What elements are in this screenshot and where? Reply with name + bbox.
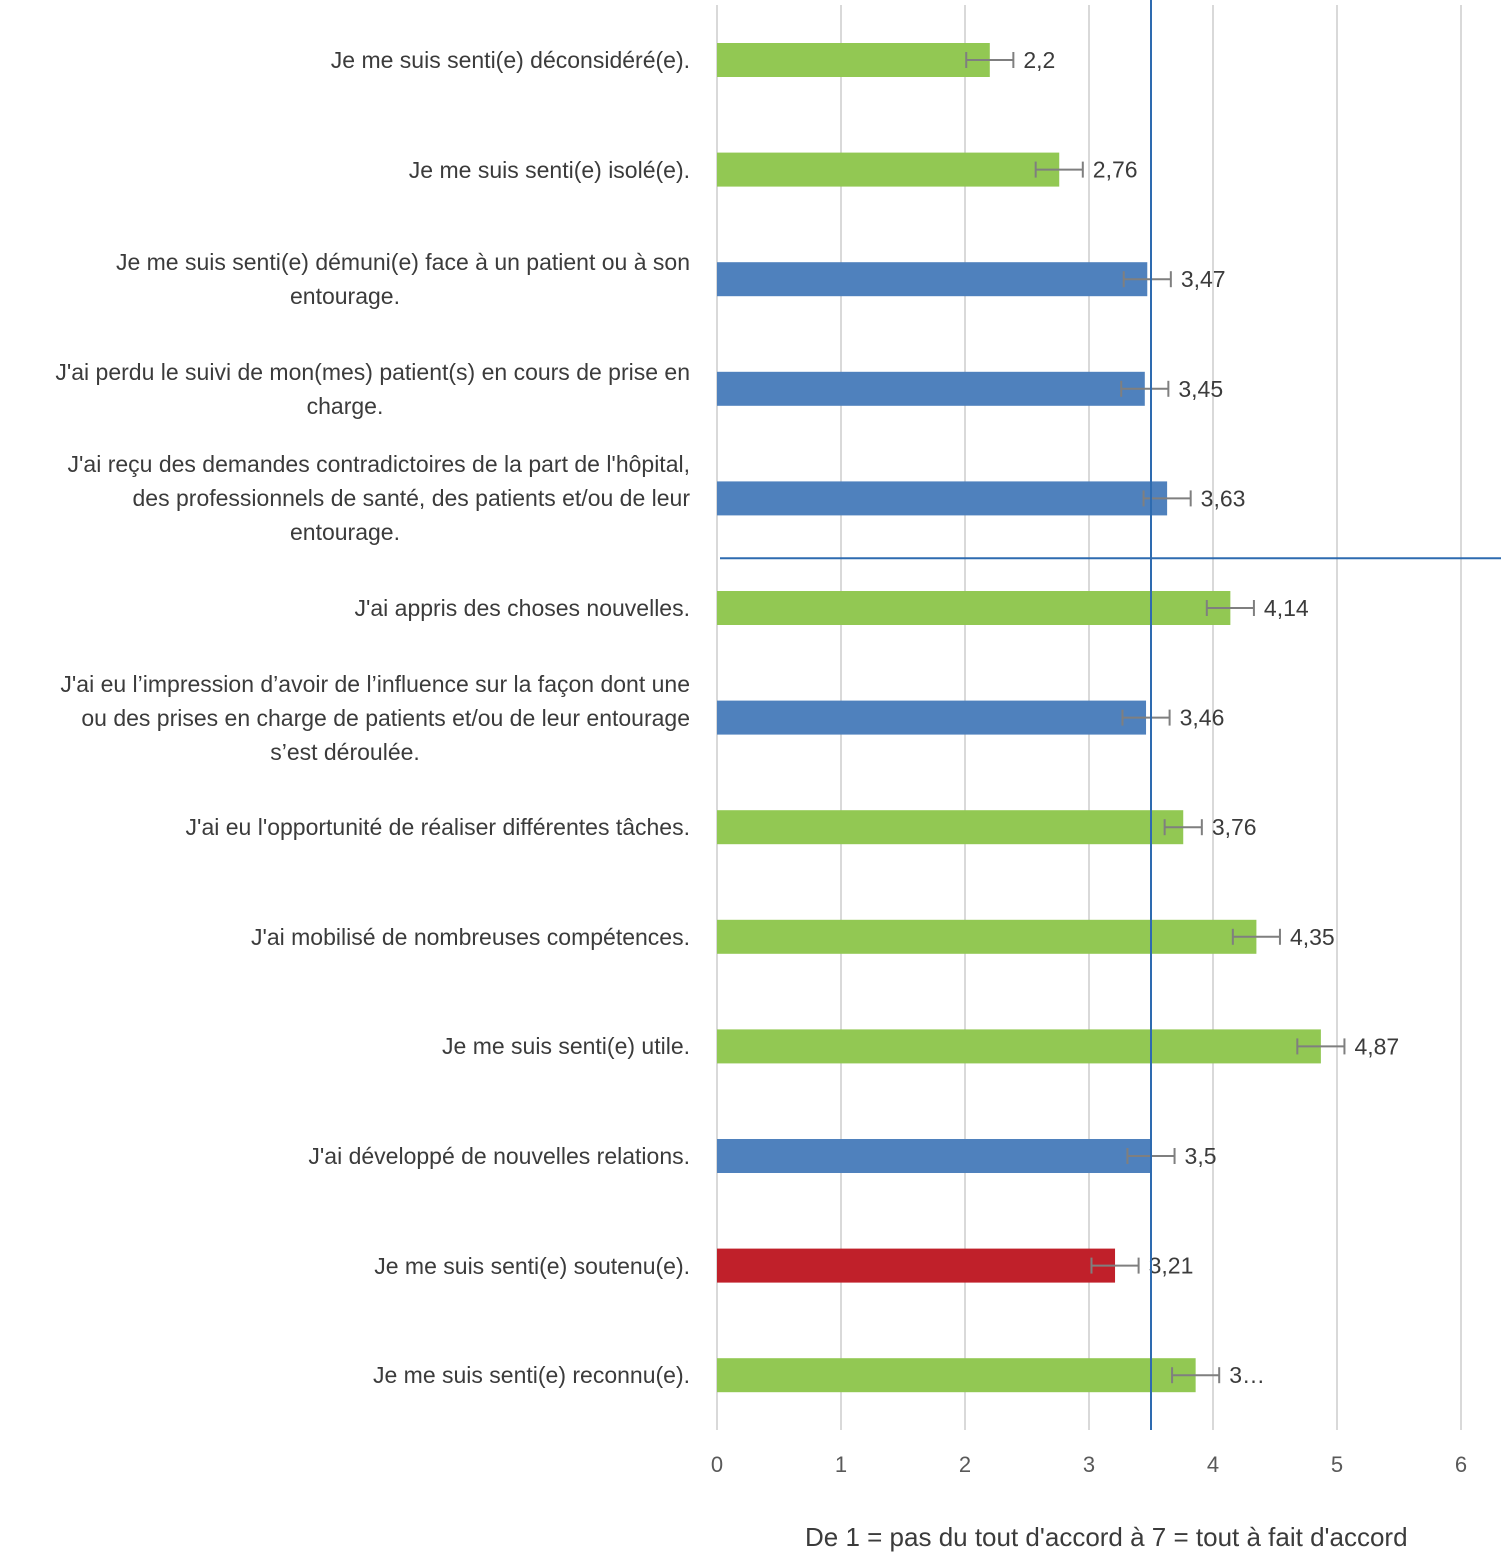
category-label-line: J'ai développé de nouvelles relations. [308,1143,690,1169]
error-bar [1121,709,1171,726]
x-tick-label: 0 [711,1452,723,1477]
category-label: J'ai reçu des demandes contradictoires d… [0,447,690,549]
value-label: 3,46 [1180,705,1225,731]
category-label-line: des professionnels de santé, des patient… [132,485,690,512]
bar [717,43,990,77]
bar [717,262,1148,297]
bar [717,919,1257,954]
value-label: 3,45 [1178,376,1223,402]
error-bar [1163,819,1203,836]
bar [717,810,1184,845]
error-bar [1296,1038,1346,1055]
error-bar [1034,161,1084,178]
category-label: J'ai perdu le suivi de mon(mes) patient(… [0,355,690,423]
category-label: Je me suis senti(e) déconsidéré(e). [0,43,690,77]
category-label-line: Je me suis senti(e) reconnu(e). [372,1362,690,1389]
category-label-line: Je me suis senti(e) déconsidéré(e). [330,47,690,73]
reference-lines [720,0,1501,1430]
bar [717,591,1231,625]
bar [717,1029,1321,1064]
category-label-line: Je me suis senti(e) soutenu(e). [374,1252,690,1279]
x-tick-label: 3 [1083,1452,1095,1477]
bars [717,43,1321,1393]
x-tick-labels: 0 1 2 3 4 5 6 [711,1452,1467,1477]
value-label: 3,5 [1185,1143,1217,1169]
category-label: J'ai appris des choses nouvelles. [0,591,690,625]
bar [717,1139,1151,1173]
bar [717,1248,1116,1283]
category-label-line: entourage. [290,519,400,546]
x-tick-label: 5 [1331,1452,1343,1477]
category-label: Je me suis senti(e) reconnu(e). [0,1358,690,1392]
x-tick-label: 4 [1207,1452,1219,1477]
error-bars [965,52,1346,1384]
bar [717,481,1168,516]
value-label: 3,63 [1201,485,1246,511]
value-label: 3… [1229,1362,1265,1388]
value-label: 4,14 [1264,595,1309,621]
category-label-line: J'ai eu l’impression d’avoir de l’influe… [60,670,690,697]
value-label: 4,35 [1290,924,1335,950]
value-label: 3,21 [1149,1253,1194,1279]
value-label: 3,76 [1212,814,1257,840]
error-bar [1171,1367,1221,1384]
bar [717,1358,1196,1393]
category-label-line: s’est déroulée. [270,738,420,765]
category-label-line: Je me suis senti(e) démuni(e) face à un … [115,249,690,276]
category-label: Je me suis senti(e) utile. [0,1029,690,1063]
category-label-line: ou des prises en charge de patients et/o… [81,704,690,731]
category-label: J'ai eu l’impression d’avoir de l’influe… [0,667,690,769]
error-bar [1122,271,1172,288]
value-label: 4,87 [1354,1033,1399,1059]
category-label-line: J'ai eu l'opportunité de réaliser différ… [185,814,690,841]
category-label-line: Je me suis senti(e) utile. [442,1033,690,1060]
category-label: J'ai mobilisé de nombreuses compétences. [0,920,690,954]
x-tick-label: 1 [835,1452,847,1477]
category-label-line: J'ai perdu le suivi de mon(mes) patient(… [55,358,690,385]
value-label: 2,2 [1023,47,1055,73]
error-bar [1205,600,1255,616]
x-tick-label: 6 [1455,1452,1467,1477]
category-label: Je me suis senti(e) démuni(e) face à un … [0,245,690,313]
bar [717,700,1147,735]
value-label: 2,76 [1093,157,1138,183]
value-labels: 2,2 2,76 3,47 3,45 3,63 4,14 3,46 3,76 4,35 4,87 3… [1023,47,1399,1388]
error-bar [965,52,1015,68]
bar [717,371,1145,406]
x-tick-label: 2 [959,1452,971,1477]
category-label-line: J'ai reçu des demandes contradictoires d… [67,451,690,478]
category-label-line: J'ai appris des choses nouvelles. [354,595,690,621]
category-label: J'ai eu l'opportunité de réaliser différ… [0,810,690,844]
bar [717,152,1060,187]
category-label-line: Je me suis senti(e) isolé(e). [408,156,690,183]
error-bar [1090,1257,1140,1274]
category-label-line: J'ai mobilisé de nombreuses compétences. [250,923,690,950]
error-bar [1231,928,1281,945]
error-bar [1120,380,1170,397]
value-label: 3,47 [1181,266,1226,292]
category-label: Je me suis senti(e) soutenu(e). [0,1249,690,1283]
x-axis-label: De 1 = pas du tout d'accord à 7 = tout à… [805,1522,1408,1552]
category-label: Je me suis senti(e) isolé(e). [0,153,690,187]
category-label: J'ai développé de nouvelles relations. [0,1139,690,1173]
category-label-line: charge. [306,392,384,419]
category-label-line: entourage. [290,283,400,310]
